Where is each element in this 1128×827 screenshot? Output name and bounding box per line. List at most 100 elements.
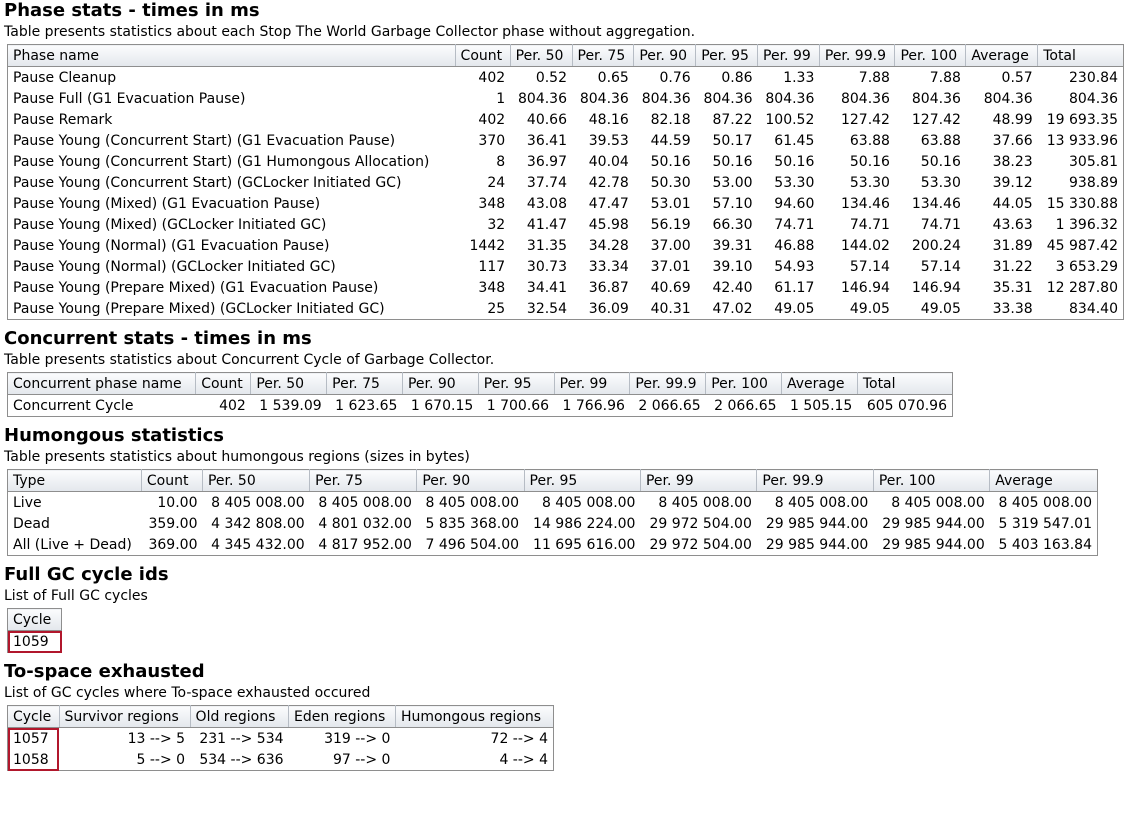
column-header[interactable]: Per. 100 — [873, 469, 991, 492]
column-header[interactable]: Eden regions — [288, 705, 396, 728]
table-cell: 402 — [478, 69, 506, 86]
column-header[interactable]: Total — [857, 372, 953, 395]
table-cell: 804.36 — [840, 90, 890, 107]
table-cell: 50.16 — [849, 153, 890, 170]
table-row[interactable]: Pause Cleanup 402 0.52 0.65 0.76 0.86 1.33 7.88… — [8, 67, 1124, 89]
column-header[interactable]: Per. 95 — [478, 372, 555, 395]
table-cell: 804.36 — [518, 90, 567, 107]
table-row[interactable]: 1057 13 --> 5 231 --> 534 319 --> 0 72 --> 4 — [8, 728, 554, 750]
table-row[interactable]: Pause Young (Prepare Mixed) (G1 Evacuati… — [8, 277, 1124, 298]
column-header[interactable]: Count — [141, 469, 203, 492]
column-header[interactable]: Count — [455, 44, 511, 67]
column-header[interactable]: Per. 100 — [894, 44, 967, 67]
table-row[interactable]: Concurrent Cycle 402 1 539.09 1 623.65 1 670… — [8, 395, 953, 417]
column-header[interactable]: Per. 75 — [309, 469, 418, 492]
table-cell: 29 985 944.00 — [765, 515, 869, 532]
column-header[interactable]: Average — [965, 44, 1039, 67]
column-header[interactable]: Per. 75 — [572, 44, 635, 67]
table-row[interactable]: Live 10.00 8 405 008.00 8 405 008.00 8 405 0… — [8, 492, 1098, 514]
table-cell: 19 693.35 — [1046, 111, 1118, 128]
report-page: Phase stats - times in ms Table presents… — [4, 0, 1124, 771]
table-cell: 35.31 — [992, 279, 1033, 296]
column-header[interactable]: Per. 50 — [510, 44, 573, 67]
humongous-stats-description: Table presents statistics about humongou… — [4, 449, 470, 465]
table-cell: 40.69 — [650, 279, 691, 296]
column-header[interactable]: Per. 50 — [250, 372, 328, 395]
table-row[interactable]: Pause Young (Concurrent Start) (G1 Evacu… — [8, 130, 1124, 151]
column-header[interactable]: Per. 75 — [326, 372, 403, 395]
column-header[interactable]: Survivor regions — [59, 705, 191, 728]
table-cell: 3 653.29 — [1055, 258, 1118, 275]
table-cell: 127.42 — [911, 111, 961, 128]
table-cell: 231 --> 534 — [199, 730, 284, 747]
table-cell: 8 405 008.00 — [891, 494, 985, 511]
column-header[interactable]: Per. 95 — [695, 44, 759, 67]
table-row[interactable]: Pause Young (Mixed) (GCLocker Initiated … — [8, 214, 1124, 235]
to-space-table: Cycle Survivor regions Old regions Eden reg… — [7, 705, 554, 771]
table-cell: 43.63 — [992, 216, 1033, 233]
column-header[interactable]: Per. 90 — [416, 469, 525, 492]
column-header[interactable]: Per. 99.9 — [819, 44, 896, 67]
table-cell: 1057 — [13, 730, 49, 747]
table-row[interactable]: Pause Remark 402 40.66 48.16 82.18 87.22 100.5… — [8, 109, 1124, 130]
column-header[interactable]: Phase name — [7, 44, 456, 67]
column-header[interactable]: Per. 95 — [524, 469, 641, 492]
table-cell: 804.36 — [1069, 90, 1118, 107]
table-cell: 1 396.32 — [1055, 216, 1118, 233]
column-header[interactable]: Per. 99 — [554, 372, 631, 395]
table-cell: 8 405 008.00 — [998, 494, 1092, 511]
table-cell: 1.33 — [783, 69, 815, 86]
table-cell: 47.47 — [588, 195, 629, 212]
column-header[interactable]: Average — [989, 469, 1098, 492]
column-header[interactable]: Per. 50 — [202, 469, 311, 492]
column-header[interactable]: Cycle — [7, 608, 62, 631]
table-cell: 42.78 — [588, 174, 629, 191]
concurrent-stats-table: Concurrent phase name Count Per. 50 Per. 75… — [7, 372, 953, 417]
table-header-row: Type Count Per. 50 Per. 75 Per. 90 Per. 95 Per… — [7, 469, 1098, 492]
table-cell: 7.88 — [929, 69, 961, 86]
phase-stats-table: Phase name Count Per. 50 Per. 75 Per. 90 Per.… — [7, 44, 1124, 320]
table-cell: Dead — [13, 515, 50, 532]
column-header[interactable]: Concurrent phase name — [7, 372, 197, 395]
table-row[interactable]: Dead 359.00 4 342 808.00 4 801 032.00 5 835 … — [8, 513, 1098, 534]
table-row[interactable]: Pause Full (G1 Evacuation Pause) 1 804.36 8… — [8, 88, 1124, 109]
table-cell: 50.17 — [712, 132, 753, 149]
column-header[interactable]: Humongous regions — [395, 705, 554, 728]
table-cell: 8 405 008.00 — [318, 494, 412, 511]
table-cell: 33.38 — [992, 300, 1033, 317]
column-header[interactable]: Per. 99 — [757, 44, 820, 67]
column-header[interactable]: Per. 99 — [640, 469, 758, 492]
column-header[interactable]: Count — [195, 372, 252, 395]
column-header[interactable]: Old regions — [190, 705, 290, 728]
table-cell: 45 987.42 — [1046, 237, 1118, 254]
table-row[interactable]: Pause Young (Concurrent Start) (GCLocker… — [8, 172, 1124, 193]
table-header-row: Cycle Survivor regions Old regions Eden reg… — [7, 705, 554, 728]
table-cell: 29 985 944.00 — [882, 536, 985, 553]
table-row[interactable]: Pause Young (Normal) (GCLocker Initiated… — [8, 256, 1124, 277]
table-cell: 37.74 — [526, 174, 567, 191]
table-row[interactable]: 1058 5 --> 0 534 --> 636 97 --> 0 4 --> 4 — [8, 749, 554, 771]
column-header[interactable]: Per. 99.9 — [756, 469, 874, 492]
concurrent-stats-title: Concurrent stats - times in ms — [4, 328, 312, 349]
table-row[interactable]: Pause Young (Concurrent Start) (G1 Humon… — [8, 151, 1124, 172]
table-cell: 44.59 — [650, 132, 691, 149]
table-row[interactable]: All (Live + Dead) 369.00 4 345 432.00 4 817… — [8, 534, 1098, 556]
column-header[interactable]: Cycle — [7, 705, 60, 728]
table-row[interactable]: Pause Young (Normal) (G1 Evacuation Paus… — [8, 235, 1124, 256]
column-header[interactable]: Per. 100 — [705, 372, 783, 395]
column-header[interactable]: Per. 90 — [402, 372, 479, 395]
table-row[interactable]: Pause Young (Prepare Mixed) (GCLocker In… — [8, 298, 1124, 320]
column-header[interactable]: Total — [1037, 44, 1124, 67]
column-header[interactable]: Type — [7, 469, 142, 492]
full-gc-table: Cycle 1059 — [7, 608, 62, 653]
table-header-row: Phase name Count Per. 50 Per. 75 Per. 90 Per.… — [7, 44, 1124, 67]
column-header[interactable]: Average — [781, 372, 858, 395]
table-row[interactable]: 1059 — [8, 631, 62, 653]
table-row[interactable]: Pause Young (Mixed) (G1 Evacuation Pause… — [8, 193, 1124, 214]
table-cell: 36.41 — [526, 132, 567, 149]
table-cell: 10.00 — [157, 494, 198, 511]
table-cell: 348 — [478, 279, 506, 296]
column-header[interactable]: Per. 90 — [633, 44, 697, 67]
to-space-title: To-space exhausted — [4, 661, 205, 682]
column-header[interactable]: Per. 99.9 — [629, 372, 707, 395]
